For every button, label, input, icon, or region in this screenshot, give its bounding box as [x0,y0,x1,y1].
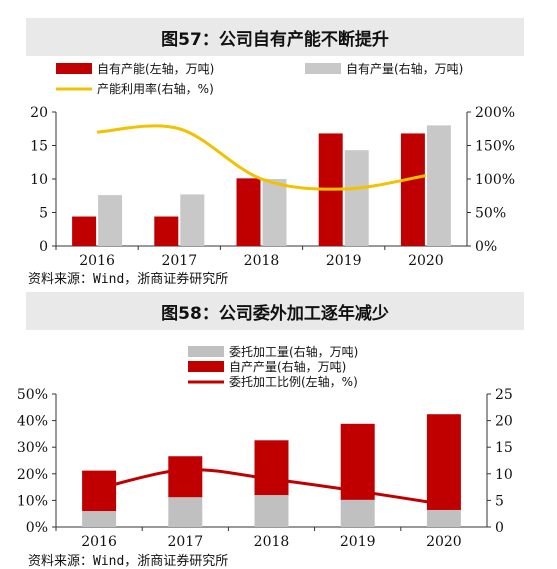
chart2-legend-label-2: 委托加工比例(左轴，%) [229,374,358,389]
chart2-x-tick-label: 2016 [81,534,117,550]
chart2-legend-label-1: 自产产量(右轴，万吨) [229,359,346,374]
chart2-y-left-tick: 20% [17,467,48,483]
chart1-x-tick-label: 2020 [408,253,444,269]
chart2-title: 图58：公司委外加工逐年减少 [26,292,524,330]
chart1-legend-swatch-0 [56,63,92,74]
chart2-bar-s1-0 [82,470,117,512]
chart2-bar-s1-4 [426,414,461,510]
chart1-source: 资料来源：Wind，浙商证券研究所 [28,272,229,287]
chart1-plot: 自有产能(左轴，万吨) 自有产量(右轴，万吨) 产能利用率(右轴，%) 0 5 10 15 2… [30,61,515,269]
chart1-x-tick-label: 2019 [326,253,362,269]
chart1-legend-label-0: 自有产能(左轴，万吨) [97,61,214,76]
chart1-title: 图57：公司自有产能不断提升 [26,18,524,56]
chart2-x-tick-label: 2019 [340,534,376,550]
chart2-bar-s0-4 [426,509,461,527]
chart1-legend-label-1: 自有产量(右轴，万吨) [346,61,463,76]
chart1-x-tick-label: 2017 [161,253,197,269]
chart1-y-left-tick: 15 [30,139,48,155]
chart2-bar-s1-2 [254,440,289,496]
chart2-y-left-tick: 50% [17,387,48,403]
chart1-y-right-tick: 150% [475,139,515,155]
chart2-x-tick-label: 2017 [167,534,203,550]
chart2-x-tick-label: 2020 [426,534,462,550]
chart1-bar-s0-0 [72,216,97,246]
chart2-legend-swatch-1 [188,361,224,372]
chart2-bar-s0-2 [254,495,289,527]
chart2-source: 资料来源：Wind，浙商证券研究所 [28,554,229,569]
chart1-y-right-tick: 0% [475,239,497,255]
chart2-line-series-2 [98,468,445,506]
chart2-y-left-tick: 10% [17,493,48,509]
chart1-legend-label-2: 产能利用率(右轴，%) [97,81,214,96]
chart2-y-right-tick: 20 [495,414,513,430]
chart2-y-left-tick: 40% [17,414,48,430]
chart1-y-right-tick: 200% [475,105,515,121]
chart1-bar-s0-4 [400,133,425,246]
chart1-y-left-tick: 5 [39,206,48,222]
chart2-bar-s1-1 [168,456,203,498]
chart1-bar-s0-2 [236,178,261,246]
chart1-bar-s1-2 [262,179,287,246]
chart2-legend-label-0: 委托加工量(右轴，万吨) [229,344,358,359]
chart2-bar-s0-3 [340,499,375,527]
chart2-bar-s0-0 [82,511,117,527]
chart1-y-left-tick: 0 [39,239,48,255]
chart1-bar-s1-0 [98,195,123,246]
chart2-y-left-tick: 0% [26,520,48,536]
chart2-y-left-tick: 30% [17,440,48,456]
chart1-bar-s1-1 [180,194,205,246]
chart1-y-right-tick: 50% [475,206,506,222]
chart2-y-right-tick: 15 [495,440,513,456]
chart2-y-right-tick: 10 [495,467,513,483]
chart2-y-right-tick: 0 [495,520,504,536]
chart1-y-right-tick: 100% [475,172,515,188]
chart2-y-right-tick: 25 [495,387,513,403]
chart2-bar-s1-3 [340,423,375,500]
chart1-x-tick-label: 2018 [244,253,280,269]
chart1-y-left-tick: 20 [30,105,48,121]
chart1-bar-s0-1 [154,216,179,246]
chart1-bar-s1-4 [426,125,451,246]
chart2-legend-swatch-0 [188,346,224,357]
chart1-x-tick-label: 2016 [79,253,115,269]
chart1-bar-s1-3 [344,150,369,246]
chart2-plot: 委托加工量(右轴，万吨)自产产量(右轴，万吨)委托加工比例(左轴，%) 0% 10%… [17,344,513,550]
chart1-legend-swatch-1 [305,63,341,74]
chart2-x-tick-label: 2018 [254,534,290,550]
chart1-y-left-tick: 10 [30,172,48,188]
chart2-bar-s0-1 [168,497,203,527]
chart1-line-series-2 [97,124,427,191]
chart2-y-right-tick: 5 [495,493,504,509]
